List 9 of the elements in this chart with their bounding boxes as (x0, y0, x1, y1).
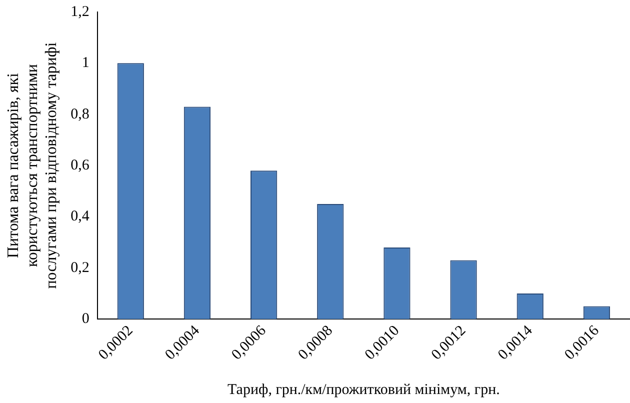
y-tick-label: 0,4 (70, 208, 90, 225)
y-tick-label: 0,6 (70, 157, 90, 174)
y-tick-label: 1,2 (70, 4, 90, 20)
x-axis-title: Тариф, грн./км/прожитковий мінімум, грн. (228, 382, 500, 398)
y-tick-label: 0,8 (70, 106, 90, 122)
y-tick-label: 0,2 (70, 260, 90, 276)
y-tick-label: 1 (82, 55, 90, 72)
y-tick-label: 0 (82, 311, 90, 328)
y-axis-title: Питома вага пасажирів, які користуються транспортними послугами при відповідному тарифі (4, 42, 60, 289)
